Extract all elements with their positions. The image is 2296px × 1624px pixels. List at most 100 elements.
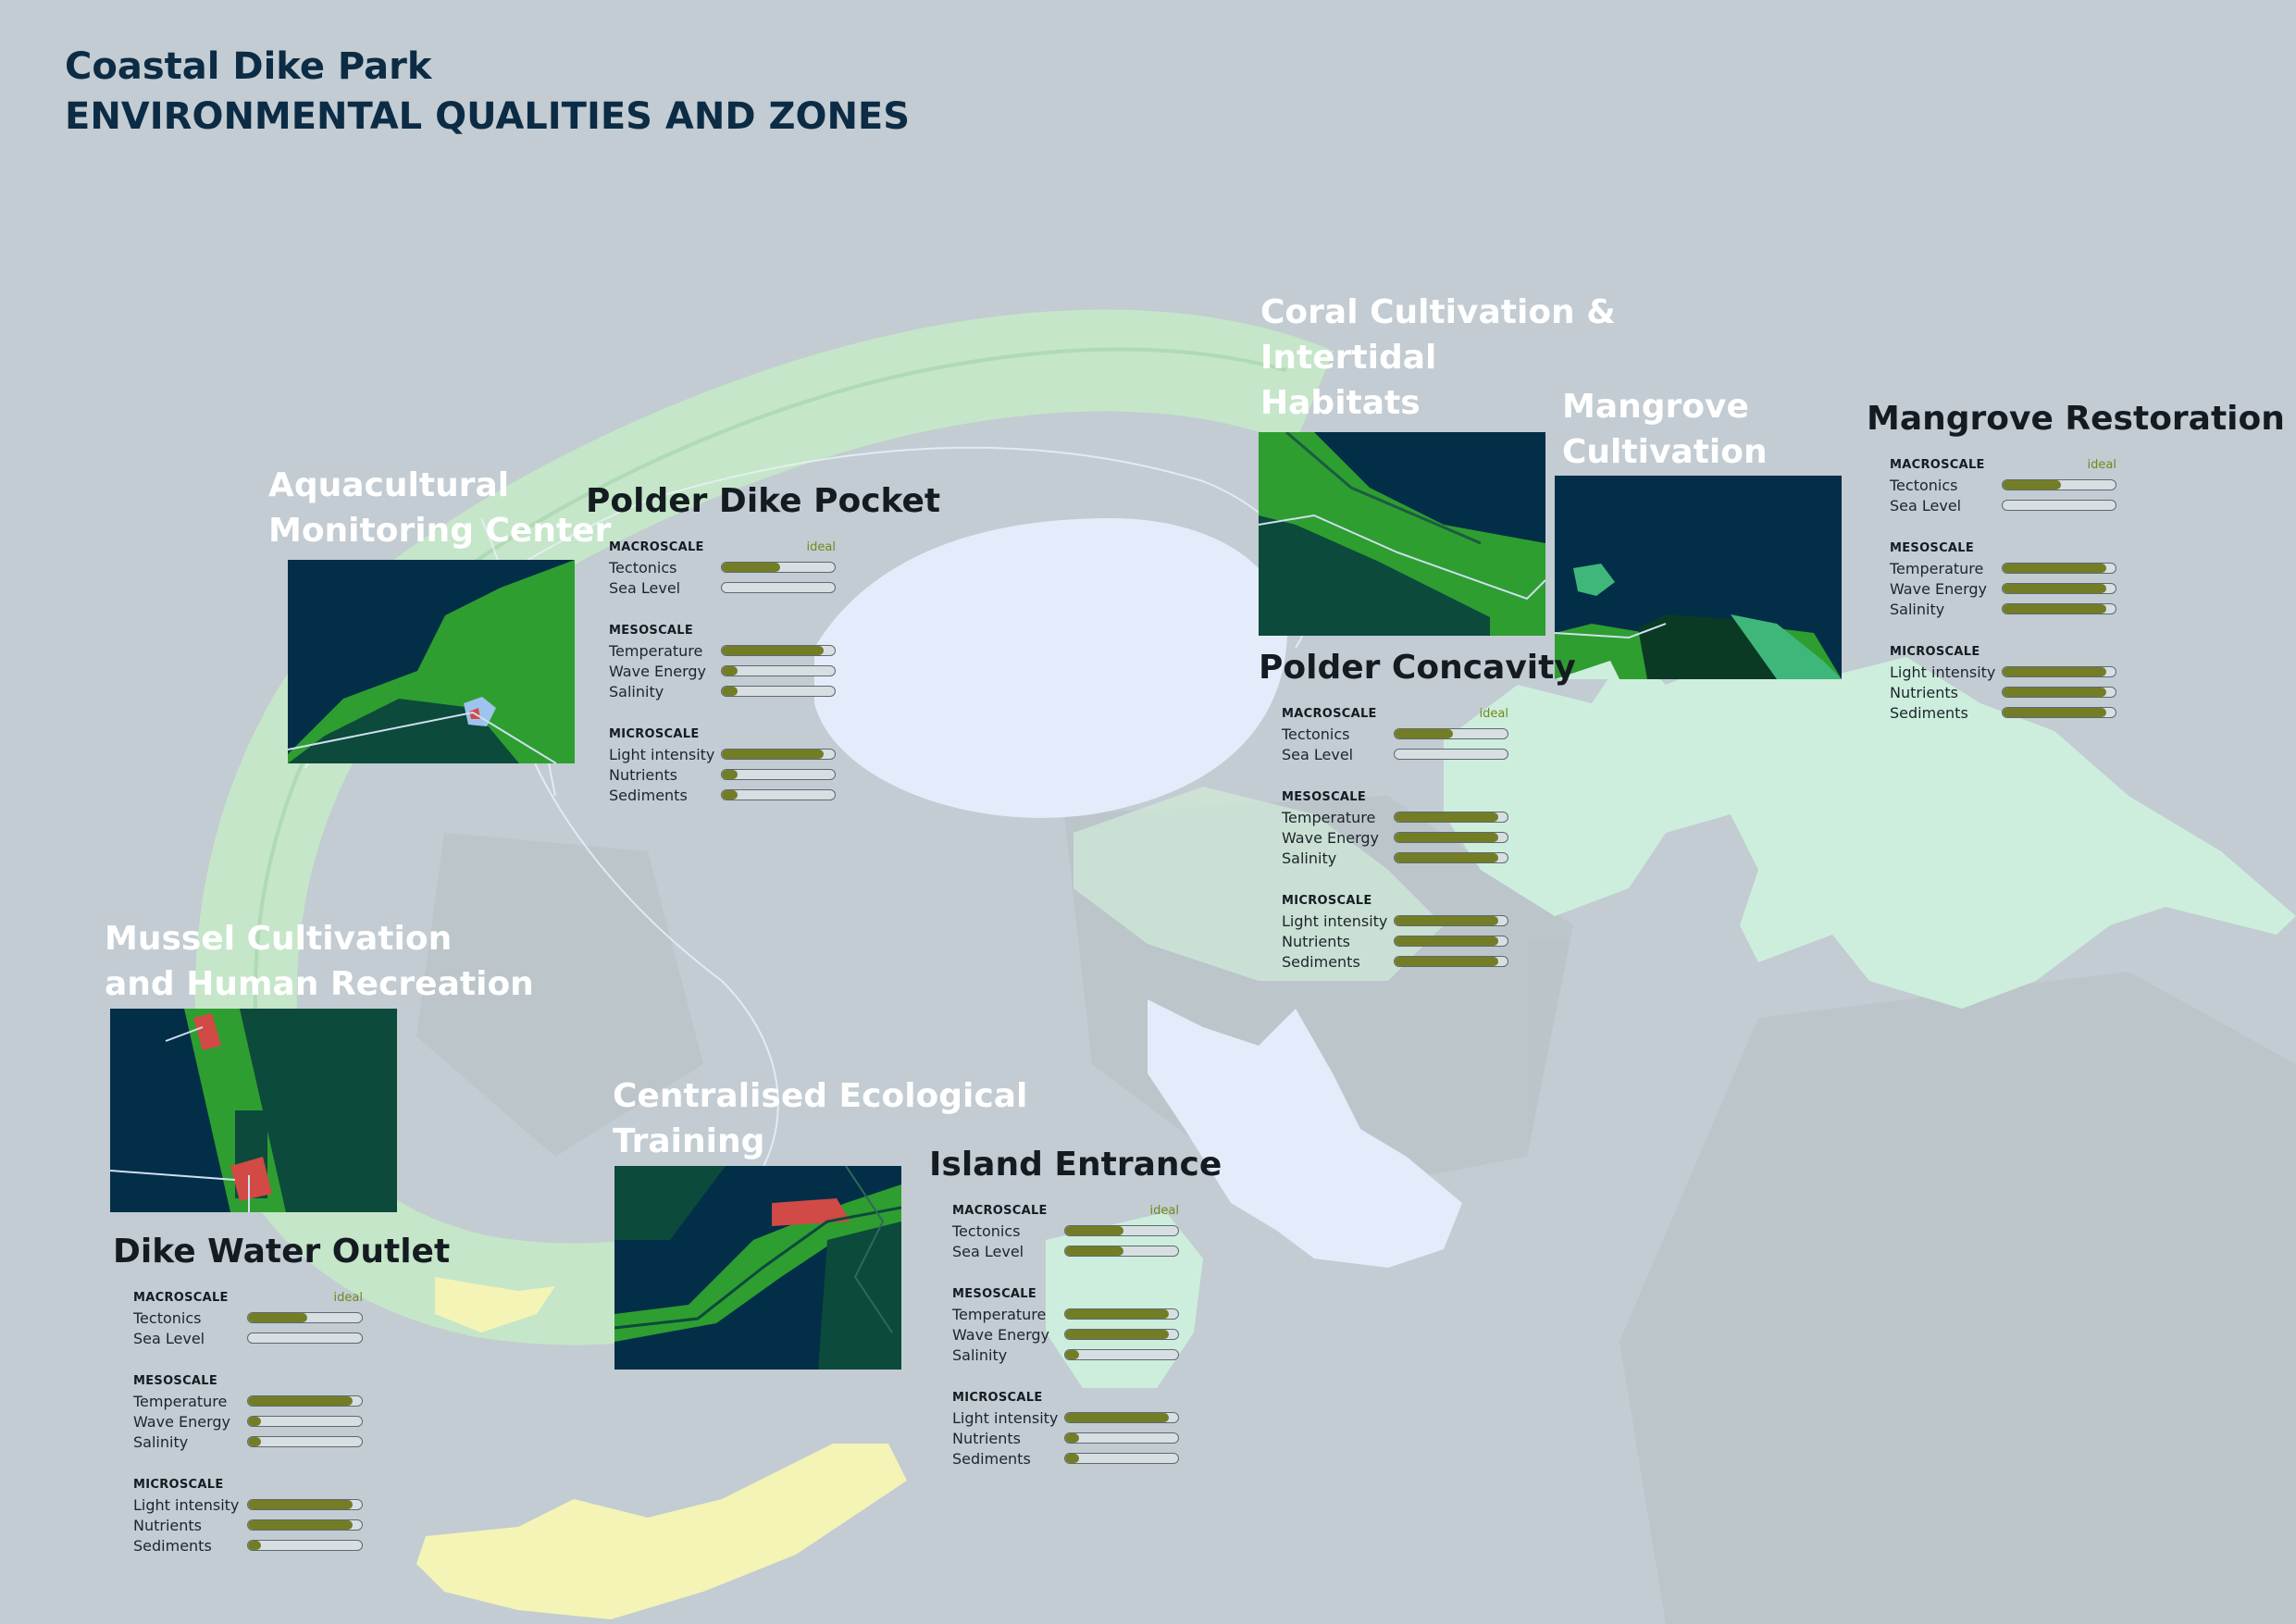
indicator-row: Wave Energy: [952, 1324, 1179, 1345]
microscale-section: MICROSCALE Light intensity Nutrients Sedime…: [1890, 643, 2116, 723]
indicator-row: Salinity: [1282, 848, 1508, 868]
indicator-bar-fill: [1395, 833, 1499, 842]
panel-polder-dike-pocket: Polder Dike Pocket MACROSCALE ideal Tectoni…: [586, 478, 940, 829]
indicator-bar: [246, 1436, 363, 1447]
microscale-section: MICROSCALE Light intensity Nutrients Sedime…: [133, 1476, 363, 1556]
indicator-row: Tectonics: [133, 1308, 363, 1328]
indicator-bar: [2002, 707, 2116, 718]
mesoscale-section: MESOSCALE Temperature Wave Energy Salinity: [952, 1285, 1179, 1365]
indicator-bar: [246, 1416, 363, 1427]
indicator-row: Light intensity: [133, 1494, 363, 1515]
indicator-bar-fill: [722, 790, 738, 800]
indicator-label: Wave Energy: [952, 1325, 1050, 1344]
indicator-bar: [721, 749, 836, 760]
indicator-label: Tectonics: [1282, 725, 1350, 743]
lagoon: [814, 518, 1287, 818]
microscale-heading: MICROSCALE: [1282, 894, 1372, 908]
indicator-row: Temperature: [952, 1304, 1179, 1324]
indicator-bar-fill: [1395, 936, 1499, 946]
indicator-bar-fill: [722, 687, 738, 696]
indicator-row: Sediments: [1282, 951, 1508, 972]
mesoscale-heading: MESOSCALE: [133, 1374, 218, 1388]
indicator-row: Sea Level: [609, 577, 836, 598]
mesoscale-heading: MESOSCALE: [1890, 541, 1975, 555]
macroscale-section: MACROSCALE ideal Tectonics Sea Level: [609, 539, 836, 598]
indicator-bar: [1064, 1349, 1179, 1360]
indicator-row: Temperature: [133, 1391, 363, 1411]
indicator-bar-fill: [722, 770, 738, 779]
indicator-row: Temperature: [1282, 807, 1508, 827]
indicator-bar: [246, 1312, 363, 1323]
indicator-row: Temperature: [609, 640, 836, 661]
ideal-marker: ideal: [2087, 458, 2116, 472]
mint-land: [1444, 648, 2296, 1009]
indicator-bar-fill: [2003, 604, 2107, 614]
mesoscale-section: MESOSCALE Temperature Wave Energy Salinity: [609, 622, 836, 701]
indicator-label: Sediments: [952, 1449, 1031, 1468]
indicator-label: Temperature: [1890, 559, 1984, 577]
ideal-marker: ideal: [1479, 707, 1508, 721]
indicator-label: Temperature: [133, 1392, 228, 1410]
indicator-row: Tectonics: [1282, 724, 1508, 744]
inset-mangrove: [1555, 476, 1842, 679]
indicator-label: Nutrients: [1890, 683, 1958, 701]
indicator-bar-fill: [247, 1541, 262, 1550]
panel-island-entrance: Island Entrance MACROSCALE ideal Tectonics S…: [929, 1142, 1222, 1493]
macroscale-section: MACROSCALE ideal Tectonics Sea Level: [1890, 456, 2116, 515]
macroscale-section: MACROSCALE ideal Tectonics Sea Level: [952, 1202, 1179, 1261]
indicator-bar-fill: [247, 1520, 354, 1530]
indicator-bar-fill: [247, 1313, 307, 1322]
indicator-label: Wave Energy: [609, 662, 707, 680]
indicator-row: Sea Level: [133, 1328, 363, 1348]
indicator-row: Wave Energy: [133, 1411, 363, 1432]
indicator-label: Temperature: [609, 641, 703, 660]
macroscale-section: MACROSCALE ideal Tectonics Sea Level: [1282, 705, 1508, 764]
zone-label-mangrove-cultivation: Mangrove Cultivation: [1562, 384, 1768, 475]
panel-title: Island Entrance: [929, 1146, 1222, 1184]
indicator-label: Nutrients: [1282, 932, 1350, 950]
indicator-bar: [1394, 728, 1508, 739]
indicator-bar-fill: [247, 1417, 262, 1426]
mesoscale-heading: MESOSCALE: [1282, 790, 1367, 804]
indicator-row: Light intensity: [609, 744, 836, 764]
indicator-bar-fill: [2003, 708, 2107, 717]
indicator-bar: [1064, 1308, 1179, 1320]
indicator-bar-fill: [1065, 1413, 1170, 1422]
indicator-label: Salinity: [1282, 849, 1337, 867]
indicator-bar: [1394, 832, 1508, 843]
indicator-bar-fill: [1065, 1433, 1079, 1443]
indicator-bar-fill: [1065, 1246, 1124, 1256]
microscale-heading: MICROSCALE: [1890, 645, 1980, 659]
panel-title: Dike Water Outlet: [113, 1233, 451, 1271]
zone-label-line: Cultivation: [1562, 433, 1768, 471]
mesoscale-heading: MESOSCALE: [952, 1287, 1037, 1301]
indicator-bar: [246, 1540, 363, 1551]
indicator-bar-fill: [1395, 957, 1499, 966]
panel-title: Mangrove Restoration: [1867, 400, 2285, 438]
indicator-bar: [1394, 749, 1508, 760]
macroscale-heading: MACROSCALE: [1282, 707, 1377, 721]
indicator-bar: [1064, 1432, 1179, 1444]
microscale-heading: MICROSCALE: [133, 1478, 224, 1492]
mint-center: [1074, 787, 1444, 981]
indicator-row: Sea Level: [1890, 495, 2116, 515]
indicator-label: Tectonics: [133, 1308, 202, 1327]
microscale-section: MICROSCALE Light intensity Nutrients Sedime…: [1282, 892, 1508, 972]
indicator-row: Temperature: [1890, 558, 2116, 578]
indicator-label: Temperature: [1282, 808, 1376, 826]
indicator-bar-fill: [1395, 853, 1499, 862]
indicator-label: Sea Level: [133, 1329, 205, 1347]
indicator-bar: [1064, 1329, 1179, 1340]
indicator-label: Light intensity: [133, 1495, 240, 1514]
indicator-bar-fill: [1065, 1350, 1079, 1359]
indicator-label: Sediments: [1890, 703, 1968, 722]
indicator-bar: [2002, 583, 2116, 594]
indicator-bar-fill: [722, 666, 738, 676]
map-title: Coastal Dike Park ENVIRONMENTAL QUALITIE…: [65, 42, 910, 142]
indicator-label: Sea Level: [1890, 496, 1962, 514]
zone-label-line: and Human Recreation: [105, 965, 534, 1003]
indicator-row: Nutrients: [1282, 931, 1508, 951]
indicator-bar: [1394, 936, 1508, 947]
